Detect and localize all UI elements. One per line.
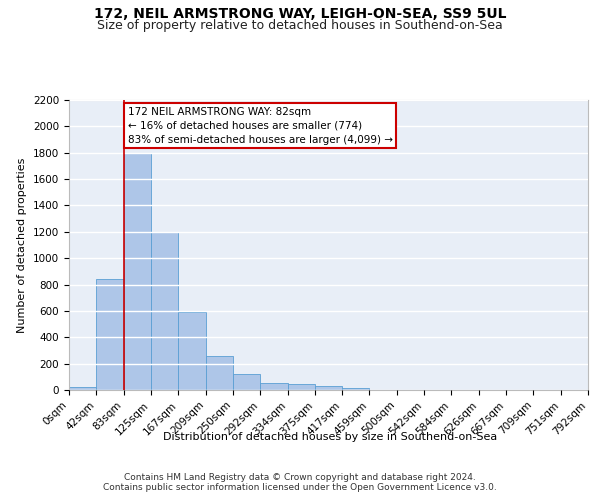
Text: 172, NEIL ARMSTRONG WAY, LEIGH-ON-SEA, SS9 5UL: 172, NEIL ARMSTRONG WAY, LEIGH-ON-SEA, S…: [94, 8, 506, 22]
Text: 172 NEIL ARMSTRONG WAY: 82sqm
← 16% of detached houses are smaller (774)
83% of : 172 NEIL ARMSTRONG WAY: 82sqm ← 16% of d…: [128, 106, 393, 144]
Bar: [287, 384, 315, 390]
Bar: [260, 384, 287, 390]
Bar: [233, 374, 260, 390]
Text: Distribution of detached houses by size in Southend-on-Sea: Distribution of detached houses by size …: [163, 432, 497, 442]
Text: Size of property relative to detached houses in Southend-on-Sea: Size of property relative to detached ho…: [97, 19, 503, 32]
Bar: [151, 232, 178, 390]
Bar: [124, 152, 151, 390]
Text: Contains HM Land Registry data © Crown copyright and database right 2024.
Contai: Contains HM Land Registry data © Crown c…: [103, 473, 497, 492]
Bar: [97, 278, 124, 390]
Bar: [315, 386, 342, 390]
Bar: [206, 356, 233, 390]
Bar: [342, 388, 370, 390]
Bar: [178, 312, 206, 390]
Y-axis label: Number of detached properties: Number of detached properties: [17, 158, 28, 332]
Bar: [69, 386, 97, 390]
